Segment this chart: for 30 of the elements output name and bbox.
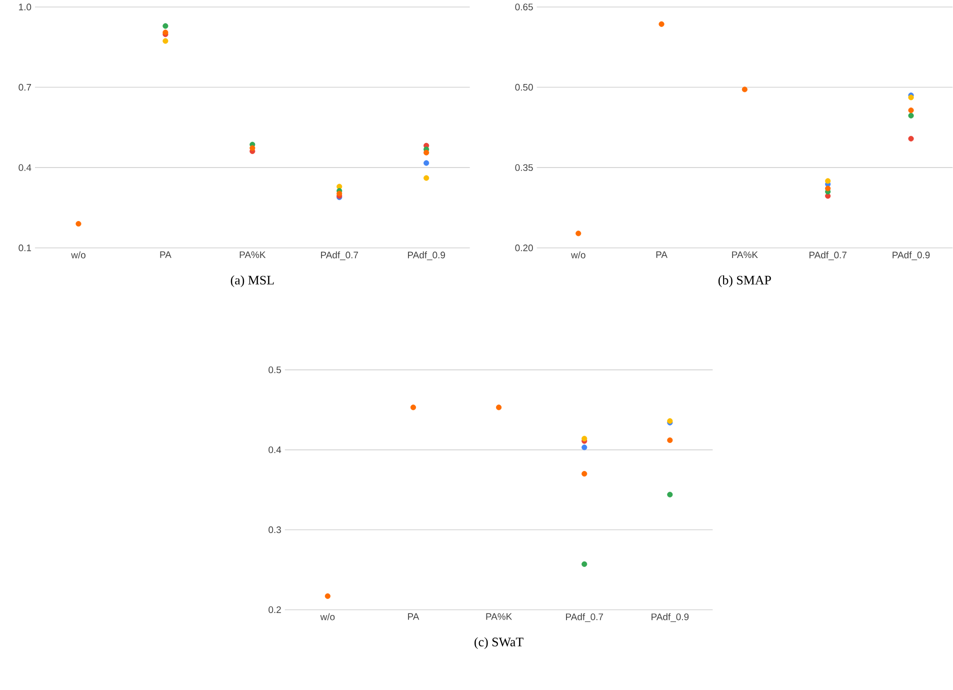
y-tick-label: 0.35: [515, 164, 533, 172]
x-tick-label: PAdf_0.7: [321, 252, 358, 260]
x-tick-label: PA: [656, 252, 668, 258]
y-tick-label: 0.4: [18, 164, 32, 172]
y-tick-label: 0.2: [268, 606, 281, 614]
y-tick-label: 0.7: [18, 84, 32, 91]
x-tick-label: PAdf_0.9: [892, 252, 930, 260]
x-tick-label: w/o: [320, 613, 335, 620]
y-tick-label: 0.65: [515, 4, 533, 10]
y-tick-label: 0.1: [18, 244, 32, 252]
x-tick-label: PA: [160, 252, 172, 258]
y-tick-label: 0.5: [268, 366, 281, 374]
x-tick-label: PA%K: [240, 252, 266, 258]
x-tick-label: PA%K: [486, 613, 512, 620]
text: (b) SMAP: [718, 276, 771, 288]
x-tick-label: PAdf_0.9: [652, 613, 689, 622]
text: (a) MSL: [230, 276, 274, 288]
y-tick-label: 1.0: [19, 4, 32, 10]
y-tick-label: 0.20: [515, 244, 533, 252]
x-tick-label: PAdf_0.7: [810, 252, 846, 260]
x-tick-label: PAdf_0.9: [408, 252, 445, 260]
y-tick-label: 0.50: [515, 84, 533, 91]
y-tick-label: 0.3: [268, 526, 281, 534]
x-tick-label: PA%K: [732, 252, 758, 258]
x-tick-label: w/o: [570, 252, 586, 258]
x-tick-label: w/o: [71, 252, 86, 258]
x-tick-label: PA: [408, 613, 420, 620]
text: (c) SWaT: [474, 637, 524, 650]
x-tick-label: PAdf_0.7: [566, 613, 604, 622]
y-tick-label: 0.4: [268, 446, 282, 454]
